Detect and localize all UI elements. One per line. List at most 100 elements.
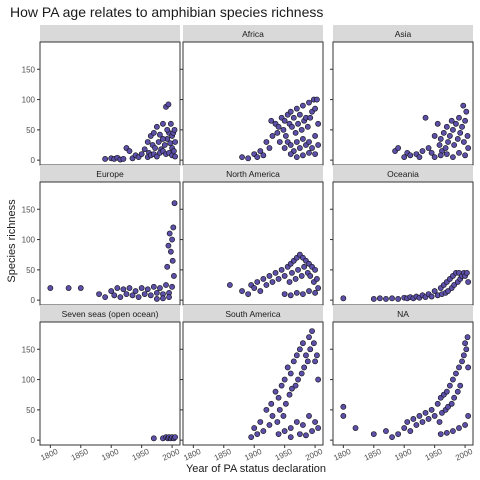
- data-point: [463, 108, 470, 115]
- data-point: [312, 151, 318, 157]
- data-point: [275, 276, 282, 282]
- y-tick-label: 150: [22, 205, 36, 214]
- data-point: [450, 376, 456, 383]
- data-point: [141, 146, 148, 153]
- data-point: [422, 409, 429, 416]
- data-point: [170, 224, 177, 231]
- y-tick-label: 0: [31, 436, 36, 445]
- data-point: [161, 142, 168, 148]
- data-point: [282, 133, 289, 139]
- data-point: [451, 142, 458, 148]
- x-tick-label: 1950: [424, 447, 444, 463]
- data-point: [272, 388, 279, 395]
- data-point: [275, 431, 282, 437]
- x-tick-label: 1850: [363, 447, 383, 463]
- data-point: [166, 230, 173, 237]
- data-point: [300, 102, 306, 109]
- data-point: [248, 434, 255, 441]
- data-point: [117, 294, 124, 301]
- data-point: [431, 154, 438, 161]
- data-point: [431, 133, 438, 139]
- data-point: [443, 151, 450, 157]
- data-point: [312, 358, 318, 365]
- data-point: [454, 136, 461, 142]
- data-point: [419, 148, 426, 154]
- data-point: [395, 431, 402, 437]
- data-point: [153, 289, 160, 296]
- data-point: [453, 370, 459, 377]
- data-point: [290, 114, 297, 121]
- data-point: [289, 123, 295, 130]
- facet-panel: Europe 0 50 100 150: [22, 165, 181, 308]
- data-point: [315, 376, 322, 383]
- data-point: [153, 296, 160, 302]
- data-point: [436, 419, 443, 425]
- data-point: [298, 370, 305, 377]
- data-point: [239, 154, 245, 161]
- data-point: [315, 142, 322, 148]
- data-point: [254, 431, 261, 437]
- data-point: [169, 236, 175, 243]
- data-point: [464, 269, 470, 276]
- facet-panel: North America: [180, 165, 324, 308]
- data-point: [450, 428, 456, 434]
- data-point: [150, 435, 157, 442]
- data-point: [425, 416, 432, 422]
- data-point: [463, 346, 470, 353]
- data-point: [150, 283, 157, 290]
- data-point: [281, 428, 288, 434]
- data-point: [389, 434, 395, 441]
- data-point: [293, 105, 300, 112]
- data-point: [465, 364, 472, 371]
- data-point: [307, 114, 314, 121]
- data-point: [157, 285, 163, 291]
- data-point: [456, 425, 462, 431]
- data-point: [123, 291, 130, 297]
- y-tick-label: 50: [26, 266, 35, 275]
- data-point: [292, 276, 299, 282]
- plot-panel: [39, 181, 181, 306]
- data-point: [281, 273, 288, 279]
- data-point: [296, 111, 303, 118]
- data-point: [47, 285, 54, 291]
- y-tick-label: 100: [22, 236, 36, 245]
- data-point: [287, 142, 294, 148]
- data-point: [157, 131, 163, 138]
- y-tick-label: 100: [22, 96, 36, 105]
- data-point: [306, 149, 312, 156]
- facet-strip: [333, 165, 473, 182]
- y-tick-label: 100: [22, 376, 36, 385]
- facet-strip: [40, 165, 180, 182]
- plot-panel: [332, 41, 474, 166]
- data-point: [65, 285, 72, 291]
- data-point: [295, 266, 301, 273]
- data-point: [160, 136, 166, 142]
- facet-strip: [183, 25, 323, 42]
- facet-strip: [40, 305, 180, 322]
- data-point: [281, 376, 288, 383]
- data-point: [383, 428, 389, 434]
- data-point: [442, 145, 449, 151]
- data-point: [138, 285, 145, 291]
- x-tick-label: 2000: [161, 447, 181, 463]
- data-point: [287, 434, 294, 441]
- data-point: [254, 279, 261, 285]
- data-point: [298, 273, 305, 279]
- data-point: [172, 153, 179, 160]
- data-point: [251, 285, 258, 291]
- facet-panel: Africa: [180, 25, 324, 168]
- data-point: [295, 376, 301, 383]
- data-point: [454, 388, 461, 395]
- data-point: [102, 294, 109, 301]
- data-point: [286, 391, 293, 398]
- data-point: [443, 388, 450, 395]
- data-point: [266, 273, 273, 279]
- data-point: [165, 242, 172, 249]
- data-point: [167, 140, 174, 147]
- data-point: [314, 96, 320, 103]
- data-point: [126, 285, 133, 291]
- data-point: [111, 292, 118, 299]
- data-point: [445, 288, 451, 294]
- data-point: [167, 248, 174, 255]
- data-point: [312, 289, 318, 296]
